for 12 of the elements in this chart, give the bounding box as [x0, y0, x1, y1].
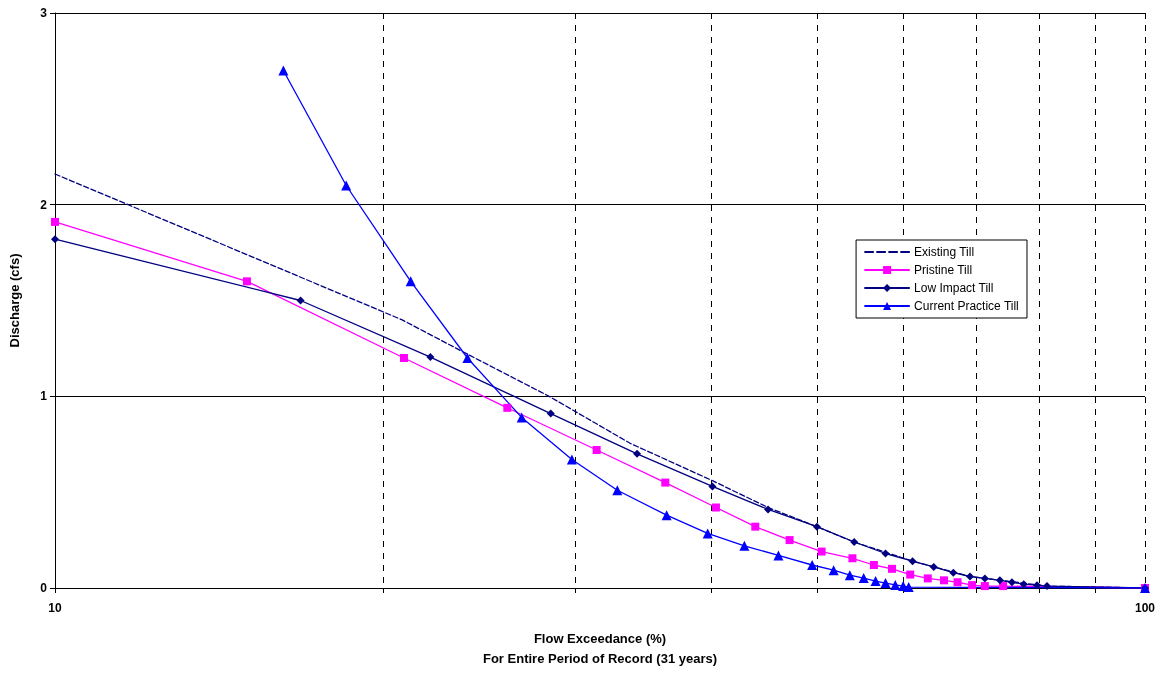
x-tick-label: 10 [48, 601, 62, 615]
x-axis-title: Flow Exceedance (%) For Entire Period of Record (31 years) [482, 630, 718, 666]
legend-label: Current Practice Till [914, 299, 1019, 313]
legend-label: Existing Till [914, 245, 975, 259]
legend-label: Low Impact Till [914, 281, 994, 295]
x-tick-label: 100 [1134, 601, 1156, 615]
y-tick-label: 0 [40, 581, 48, 595]
legend-label: Pristine Till [914, 263, 973, 277]
y-axis-title: Discharge (cfs) [7, 253, 22, 348]
y-tick-label: 1 [40, 389, 48, 404]
y-tick-label: 3 [40, 6, 48, 20]
y-tick-label: 2 [40, 197, 48, 212]
